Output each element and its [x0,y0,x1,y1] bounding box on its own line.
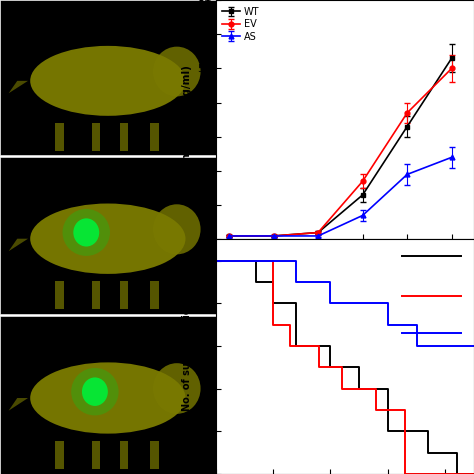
Ellipse shape [71,368,118,415]
Bar [91,123,100,151]
Bar [150,441,158,469]
Bar [55,441,64,469]
Y-axis label: human IgG (ug/ml): human IgG (ug/ml) [182,65,192,174]
Polygon shape [9,81,28,93]
Ellipse shape [82,377,108,406]
Bar [91,441,100,469]
Text: B: B [198,0,210,9]
X-axis label: Weeks: Weeks [323,260,366,273]
Bar [55,281,64,309]
Bar [150,281,158,309]
Bar [120,441,128,469]
Bar [0,157,216,314]
Polygon shape [9,398,28,410]
Bar [150,123,158,151]
Ellipse shape [63,209,110,256]
Ellipse shape [73,219,99,246]
Bar [91,281,100,309]
Ellipse shape [153,46,201,96]
Ellipse shape [153,363,201,414]
Bar [0,0,216,155]
Polygon shape [9,239,28,251]
Bar [0,316,216,474]
Bar [55,123,64,151]
Bar [120,281,128,309]
Ellipse shape [30,203,185,274]
Ellipse shape [153,204,201,255]
Y-axis label: No. of survival mice: No. of survival mice [182,302,192,411]
Bar [120,123,128,151]
Ellipse shape [30,46,185,116]
Text: C: C [198,230,210,248]
Legend: WT, EV, AS: WT, EV, AS [220,5,261,44]
Ellipse shape [30,363,185,434]
